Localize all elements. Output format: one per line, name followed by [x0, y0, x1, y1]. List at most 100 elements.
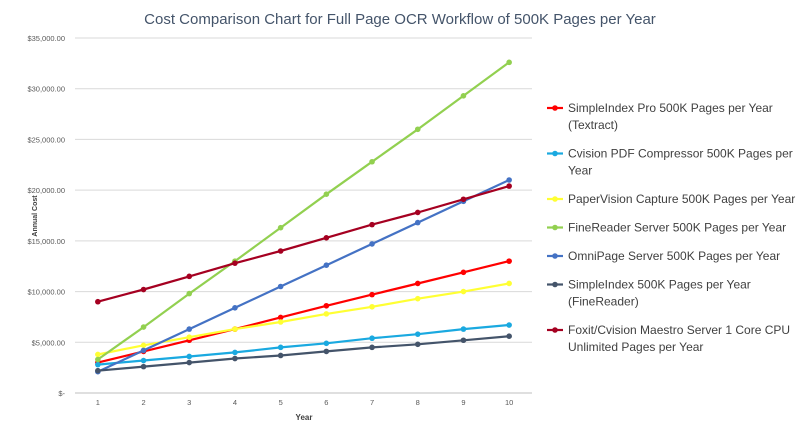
data-point — [95, 351, 101, 358]
y-tick-label: $30,000.00 — [27, 85, 65, 94]
legend-label: Unlimited Pages per Year — [568, 340, 703, 354]
data-point — [277, 314, 284, 321]
data-point — [460, 337, 467, 344]
data-point — [414, 209, 421, 216]
legend-label: PaperVision Capture 500K Pages per Year — [568, 192, 795, 206]
legend-item: Cvision PDF Compressor 500K Pages per Yea… — [547, 147, 793, 178]
data-point — [277, 224, 284, 231]
legend: SimpleIndex Pro 500K Pages per Year (Text… — [547, 101, 795, 354]
legend-label: SimpleIndex Pro 500K Pages per Year — [568, 101, 773, 115]
data-point — [95, 367, 101, 374]
x-tick-label: 5 — [279, 398, 283, 407]
data-point — [369, 291, 375, 298]
data-point — [140, 363, 147, 370]
data-point — [186, 273, 193, 280]
legend-label: Cvision PDF Compressor 500K Pages per — [568, 147, 793, 161]
data-point — [232, 349, 238, 356]
y-tick-label: $15,000.00 — [27, 237, 65, 246]
data-point — [95, 356, 101, 363]
legend-label: SimpleIndex 500K Pages per Year — [568, 278, 751, 292]
y-tick-label: $10,000.00 — [27, 288, 65, 297]
data-point — [140, 286, 147, 293]
data-point — [506, 177, 512, 183]
legend-item: OmniPage Server 500K Pages per Year — [547, 249, 780, 263]
y-axis-label: Annual Cost — [32, 195, 39, 237]
data-point — [369, 158, 375, 165]
x-tick-label: 7 — [370, 398, 374, 407]
data-point — [460, 288, 467, 295]
legend-swatch-marker — [552, 105, 558, 111]
data-point — [506, 59, 512, 66]
data-point — [414, 331, 421, 337]
data-point — [277, 344, 284, 351]
data-point — [95, 298, 101, 305]
data-point — [323, 348, 330, 355]
data-point — [140, 342, 147, 349]
series-line — [97, 61, 510, 361]
x-axis-label: Year — [296, 413, 313, 422]
data-point — [506, 183, 512, 189]
data-point — [186, 353, 193, 360]
chart-title: Cost Comparison Chart for Full Page OCR … — [144, 11, 656, 28]
y-tick-label: $- — [58, 389, 65, 398]
legend-swatch-marker — [552, 281, 558, 288]
data-point — [186, 326, 193, 332]
series-line — [97, 335, 510, 372]
data-point — [323, 311, 330, 317]
legend-item: FineReader Server 500K Pages per Year — [547, 221, 786, 235]
data-point — [506, 333, 512, 340]
data-point — [369, 221, 375, 228]
legend-label: Year — [568, 164, 592, 178]
data-point — [232, 260, 238, 266]
series-line — [97, 179, 510, 373]
series-1 — [95, 258, 512, 366]
series-line — [97, 260, 510, 364]
data-point — [323, 262, 330, 269]
legend-label: (Textract) — [568, 118, 618, 132]
data-point — [414, 280, 421, 287]
x-tick-label: 4 — [233, 398, 237, 407]
data-point — [506, 258, 512, 264]
data-point — [323, 235, 330, 241]
legend-item: SimpleIndex Pro 500K Pages per Year (Text… — [547, 101, 773, 132]
legend-swatch-marker — [552, 253, 558, 259]
legend-swatch-marker — [552, 150, 558, 157]
series-line — [97, 185, 510, 303]
data-point — [414, 295, 421, 302]
data-point — [323, 340, 330, 347]
data-point — [140, 357, 147, 364]
data-point — [369, 303, 375, 310]
legend-label: Foxit/Cvision Maestro Server 1 Core CPU — [568, 323, 790, 337]
data-point — [414, 341, 421, 348]
y-tick-label: $25,000.00 — [27, 135, 65, 144]
series-6 — [95, 333, 512, 374]
data-point — [506, 280, 512, 287]
data-point — [232, 326, 238, 332]
legend-label: OmniPage Server 500K Pages per Year — [568, 249, 780, 263]
x-tick-label: 1 — [96, 398, 100, 407]
data-point — [277, 283, 284, 290]
series-line — [97, 323, 510, 366]
axes: $- $5,000.00 $10,000.00 $15,000.00 $20,000.0… — [27, 34, 532, 407]
data-point — [414, 126, 421, 133]
data-point — [460, 326, 467, 332]
data-point — [323, 302, 330, 309]
series-7 — [95, 183, 512, 305]
data-point — [369, 241, 375, 247]
data-point — [460, 93, 467, 99]
legend-item: PaperVision Capture 500K Pages per Year — [547, 192, 795, 206]
data-point — [277, 319, 284, 325]
data-point — [186, 334, 193, 341]
data-point — [460, 269, 467, 276]
data-point — [323, 191, 330, 197]
data-point — [460, 196, 467, 203]
legend-swatch-marker — [552, 224, 558, 231]
x-tick-label: 2 — [141, 398, 145, 407]
data-point — [369, 344, 375, 351]
data-point — [506, 322, 512, 328]
data-point — [186, 290, 193, 297]
x-tick-label: 10 — [505, 398, 513, 407]
series-3 — [95, 280, 512, 358]
